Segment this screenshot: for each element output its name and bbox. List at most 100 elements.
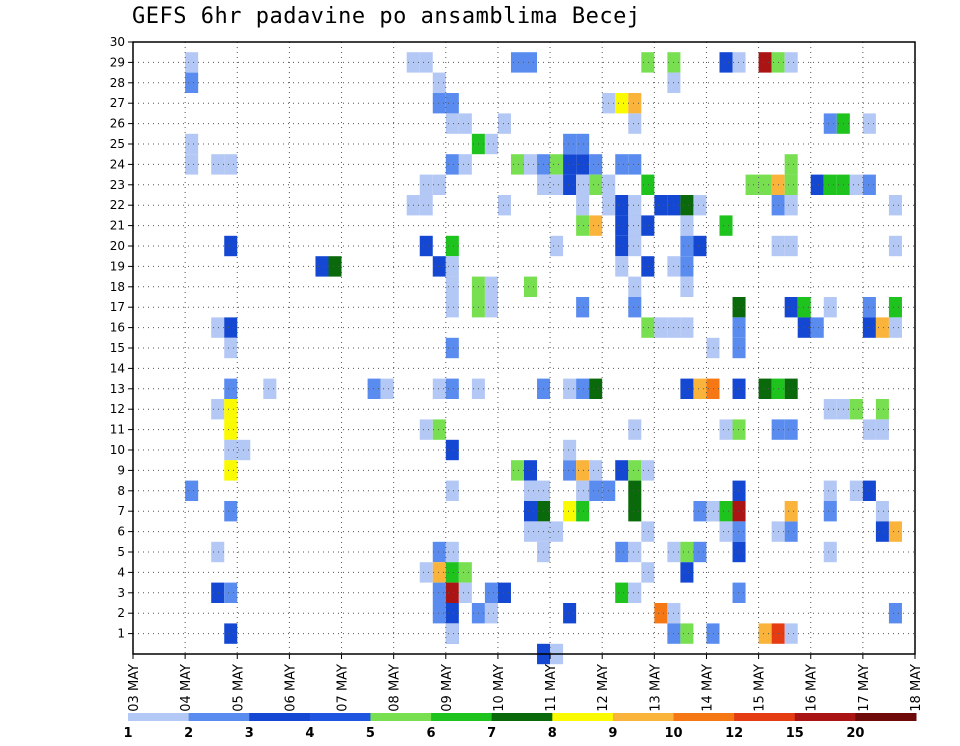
heatmap-cell bbox=[445, 480, 459, 501]
legend-label: 20 bbox=[846, 726, 864, 741]
heatmap-cell bbox=[185, 480, 199, 501]
legend-label: 9 bbox=[608, 726, 617, 741]
heatmap-cell bbox=[732, 337, 746, 359]
y-tick-label: 25 bbox=[110, 137, 125, 151]
heatmap-cell bbox=[888, 195, 902, 216]
heatmap-cell bbox=[445, 623, 459, 644]
heatmap-cell bbox=[732, 541, 746, 563]
heatmap-cell bbox=[784, 297, 798, 318]
heatmap-cell bbox=[445, 235, 459, 257]
heatmap-cell bbox=[719, 521, 733, 542]
heatmap-cell bbox=[615, 215, 629, 236]
x-tick-label: 12 MAY bbox=[596, 664, 611, 712]
heatmap-cell bbox=[224, 623, 238, 644]
heatmap-cell bbox=[693, 235, 707, 257]
legend-label: 4 bbox=[305, 726, 314, 741]
heatmap-cell bbox=[445, 297, 459, 318]
heatmap-cell bbox=[510, 154, 524, 175]
heatmap-cell bbox=[823, 399, 837, 420]
heatmap-cell bbox=[706, 337, 720, 359]
heatmap-cell bbox=[732, 317, 746, 338]
heatmap-cell bbox=[628, 235, 642, 257]
heatmap-cell bbox=[563, 133, 577, 155]
heatmap-cell bbox=[185, 72, 199, 93]
heatmap-cell bbox=[484, 276, 498, 297]
legend-label: 1 bbox=[123, 726, 132, 741]
heatmap-cell bbox=[497, 113, 511, 134]
heatmap-cell bbox=[576, 174, 590, 195]
heatmap-cell bbox=[328, 256, 342, 277]
y-tick-label: 10 bbox=[110, 443, 125, 457]
heatmap-cell bbox=[628, 276, 642, 297]
heatmap-cell bbox=[589, 215, 603, 236]
heatmap-cell bbox=[641, 256, 655, 277]
heatmap-cell bbox=[550, 521, 564, 542]
heatmap-cell bbox=[628, 215, 642, 236]
heatmap-cell bbox=[224, 317, 238, 338]
heatmap-cell bbox=[615, 195, 629, 216]
heatmap-cell bbox=[784, 52, 798, 73]
y-tick-label: 12 bbox=[110, 402, 125, 416]
heatmap-cell bbox=[185, 154, 199, 175]
heatmap-cell bbox=[784, 154, 798, 175]
legend-label: 3 bbox=[245, 726, 254, 741]
y-tick-label: 8 bbox=[117, 484, 125, 498]
y-tick-label: 3 bbox=[117, 586, 125, 600]
chart-title: GEFS 6hr padavine po ansamblima Becej bbox=[132, 4, 641, 29]
heatmap-cell bbox=[224, 460, 238, 481]
heatmap-cell bbox=[419, 195, 433, 216]
heatmap-cell bbox=[563, 501, 577, 522]
heatmap-cell bbox=[810, 317, 824, 338]
heatmap-cell bbox=[680, 562, 694, 583]
heatmap-cell bbox=[576, 154, 590, 175]
legend-swatch bbox=[249, 713, 311, 721]
heatmap-cell bbox=[445, 337, 459, 359]
x-tick-label: 03 MAY bbox=[127, 664, 142, 712]
heatmap-cell bbox=[550, 235, 564, 257]
heatmap-cell bbox=[432, 72, 446, 93]
heatmap-cell bbox=[628, 195, 642, 216]
heatmap-cell bbox=[784, 521, 798, 542]
heatmap-cell bbox=[576, 195, 590, 216]
y-tick-label: 4 bbox=[117, 565, 125, 579]
heatmap-cell bbox=[211, 541, 225, 563]
heatmap-cell bbox=[680, 215, 694, 236]
heatmap-cell bbox=[641, 52, 655, 73]
heatmap-cell bbox=[680, 623, 694, 644]
heatmap-cell bbox=[524, 501, 538, 522]
heatmap-cell bbox=[432, 93, 446, 114]
heatmap-cell bbox=[589, 174, 603, 195]
y-tick-label: 13 bbox=[110, 382, 125, 396]
heatmap-cell bbox=[641, 562, 655, 583]
y-tick-label: 6 bbox=[117, 525, 125, 539]
heatmap-cell bbox=[445, 113, 459, 134]
x-tick-label: 14 MAY bbox=[700, 664, 715, 712]
legend-label: 7 bbox=[487, 726, 496, 741]
heatmap-cell bbox=[719, 419, 733, 440]
legend-swatch bbox=[794, 713, 856, 721]
legend-label: 12 bbox=[725, 726, 743, 741]
heatmap-cell bbox=[615, 541, 629, 563]
heatmap-cell bbox=[862, 317, 876, 338]
heatmap-cell bbox=[862, 480, 876, 501]
heatmap-cell bbox=[849, 480, 863, 501]
x-tick-label: 15 MAY bbox=[753, 664, 768, 712]
y-tick-label: 2 bbox=[117, 606, 125, 620]
y-tick-label: 30 bbox=[110, 35, 125, 49]
heatmap-cell bbox=[497, 195, 511, 216]
heatmap-cell bbox=[510, 460, 524, 481]
heatmap-cell bbox=[693, 501, 707, 522]
heatmap-cell bbox=[224, 235, 238, 257]
y-tick-label: 15 bbox=[110, 341, 125, 355]
y-tick-label: 26 bbox=[110, 117, 125, 131]
heatmap-cell bbox=[432, 174, 446, 195]
x-tick-label: 09 MAY bbox=[440, 664, 455, 712]
heatmap-cell bbox=[758, 623, 772, 644]
y-tick-label: 1 bbox=[117, 627, 125, 641]
heatmap-cell bbox=[875, 501, 889, 522]
heatmap-cell bbox=[628, 419, 642, 440]
heatmap-cell bbox=[445, 562, 459, 583]
heatmap-cell bbox=[484, 603, 498, 624]
heatmap-cell bbox=[628, 541, 642, 563]
legend-swatch bbox=[128, 713, 190, 721]
